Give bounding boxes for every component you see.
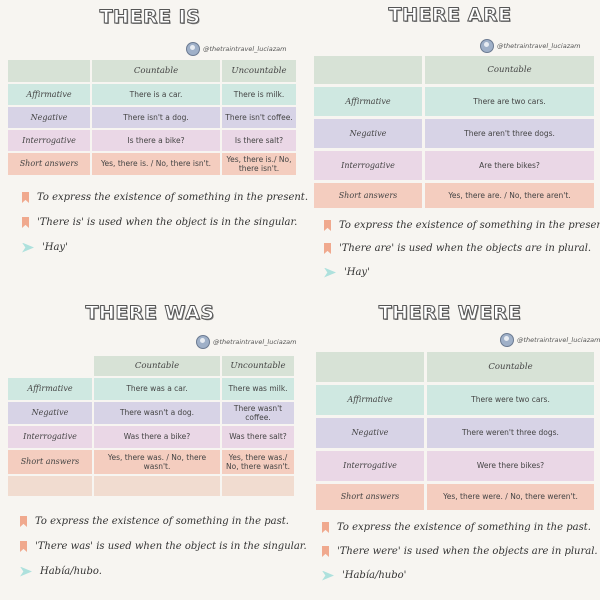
empty-cell: [94, 476, 220, 496]
note-item: Había/hubo.: [20, 566, 102, 577]
cell-affirmative-countable: There was a car.: [94, 378, 220, 400]
arrow-icon: [20, 566, 32, 577]
table-header-blank: [8, 60, 90, 82]
author-handle: @thetraintravel_luciazam: [196, 335, 296, 349]
bookmark-icon: [22, 192, 29, 203]
row-label-negative: Negative: [314, 119, 422, 148]
cell-affirmative-uncountable: There was milk.: [222, 378, 294, 400]
author-handle: @thetraintravel_luciazam: [186, 42, 286, 56]
header-uncountable: Uncountable: [222, 60, 296, 82]
table-header-blank: [8, 356, 92, 376]
arrow-icon: [322, 570, 334, 581]
there-was-panel: THERE WAS @thetraintravel_luciazam Count…: [0, 300, 307, 600]
note-item: 'There are' is used when the objects are…: [324, 243, 591, 254]
there-were-panel: THERE WERE @thetraintravel_luciazam Coun…: [300, 300, 600, 600]
header-countable: Countable: [94, 356, 220, 376]
note-item: To express the existence of something in…: [322, 522, 591, 533]
cell-negative-countable: There weren't three dogs.: [427, 418, 594, 448]
cell-short-uncountable: Yes, there was./ No, there wasn't.: [222, 450, 294, 474]
cell-interrogative-countable: Were there bikes?: [427, 451, 594, 481]
header-countable: Countable: [92, 60, 220, 82]
cell-short-countable: Yes, there was. / No, there wasn't.: [94, 450, 220, 474]
row-label-negative: Negative: [316, 418, 424, 448]
row-label-affirmative: Affirmative: [316, 385, 424, 415]
row-label-affirmative: Affirmative: [314, 87, 422, 116]
row-label-short-answers: Short answers: [314, 183, 422, 208]
cell-negative-uncountable: There wasn't coffee.: [222, 402, 294, 424]
bookmark-icon: [324, 243, 331, 254]
cell-interrogative-uncountable: Is there salt?: [222, 130, 296, 151]
panel-title: THERE WAS: [85, 302, 215, 325]
cell-short-uncountable: Yes, there is./ No, there isn't.: [222, 153, 296, 175]
avatar-icon: [186, 42, 200, 56]
note-item: 'Hay': [22, 242, 68, 253]
bookmark-icon: [322, 546, 329, 557]
cell-negative-countable: There aren't three dogs.: [425, 119, 594, 148]
row-label-interrogative: Interrogative: [316, 451, 424, 481]
bookmark-icon: [20, 541, 27, 552]
empty-cell: [222, 476, 294, 496]
cell-affirmative-countable: There were two cars.: [427, 385, 594, 415]
cell-negative-uncountable: There isn't coffee.: [222, 107, 296, 128]
row-label-short-answers: Short answers: [8, 450, 92, 474]
panel-title: THERE WERE: [378, 302, 522, 325]
header-countable: Countable: [427, 352, 594, 382]
row-label-negative: Negative: [8, 107, 90, 128]
row-label-short-answers: Short answers: [316, 484, 424, 510]
cell-interrogative-uncountable: Was there salt?: [222, 426, 294, 448]
row-label-interrogative: Interrogative: [8, 130, 90, 151]
cell-interrogative-countable: Was there a bike?: [94, 426, 220, 448]
arrow-icon: [324, 267, 336, 278]
author-handle: @thetraintravel_luciazam: [480, 39, 580, 53]
table-header-blank: [314, 56, 422, 84]
avatar-icon: [196, 335, 210, 349]
note-item: 'There was' is used when the object is i…: [20, 541, 307, 552]
note-item: 'There is' is used when the object is in…: [22, 217, 297, 228]
cell-affirmative-countable: There are two cars.: [425, 87, 594, 116]
row-label-affirmative: Affirmative: [8, 84, 90, 105]
there-are-panel: THERE ARE @thetraintravel_luciazam Count…: [300, 0, 600, 300]
cell-affirmative-countable: There is a car.: [92, 84, 220, 105]
bookmark-icon: [324, 220, 331, 231]
row-label-affirmative: Affirmative: [8, 378, 92, 400]
there-is-panel: THERE IS @thetraintravel_luciazam Counta…: [0, 0, 308, 300]
note-item: To express the existence of something in…: [20, 516, 289, 527]
cell-negative-countable: There wasn't a dog.: [94, 402, 220, 424]
bookmark-icon: [322, 522, 329, 533]
note-item: 'There were' is used when the objects ar…: [322, 546, 598, 557]
cell-short-countable: Yes, there were. / No, there weren't.: [427, 484, 594, 510]
avatar-icon: [500, 333, 514, 347]
cell-short-countable: Yes, there are. / No, there aren't.: [425, 183, 594, 208]
panel-title: THERE ARE: [388, 4, 512, 27]
note-item: 'Había/hubo': [322, 570, 406, 581]
note-item: To express the existence of something in…: [22, 192, 308, 203]
bookmark-icon: [20, 516, 27, 527]
cell-affirmative-uncountable: There is milk.: [222, 84, 296, 105]
note-item: To express the existence of something in…: [324, 220, 600, 231]
cell-interrogative-countable: Are there bikes?: [425, 151, 594, 180]
header-countable: Countable: [425, 56, 594, 84]
table-header-blank: [316, 352, 424, 382]
cell-short-countable: Yes, there is. / No, there isn't.: [92, 153, 220, 175]
cell-negative-countable: There isn't a dog.: [92, 107, 220, 128]
cell-interrogative-countable: Is there a bike?: [92, 130, 220, 151]
note-item: 'Hay': [324, 267, 370, 278]
arrow-icon: [22, 242, 34, 253]
header-uncountable: Uncountable: [222, 356, 294, 376]
row-label-negative: Negative: [8, 402, 92, 424]
author-handle: @thetraintravel_luciazam: [500, 333, 600, 347]
row-label-interrogative: Interrogative: [8, 426, 92, 448]
panel-title: THERE IS: [99, 6, 201, 29]
bookmark-icon: [22, 217, 29, 228]
row-label-short-answers: Short answers: [8, 153, 90, 175]
avatar-icon: [480, 39, 494, 53]
empty-cell: [8, 476, 92, 496]
row-label-interrogative: Interrogative: [314, 151, 422, 180]
